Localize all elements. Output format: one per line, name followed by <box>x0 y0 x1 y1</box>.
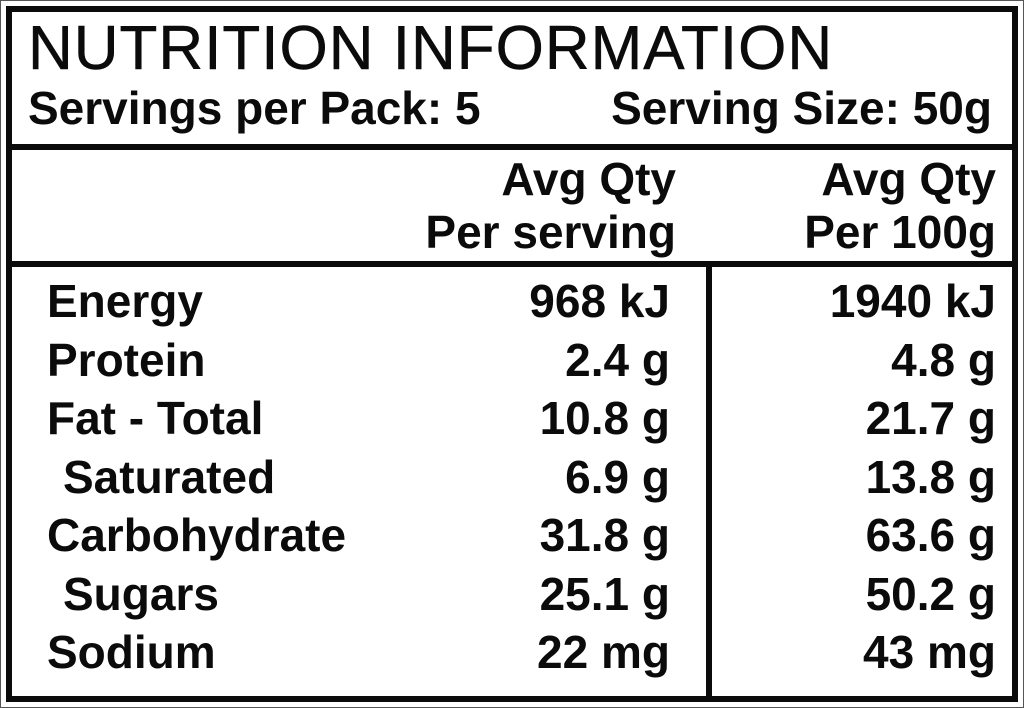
per-serving-header-line1: Avg Qty <box>501 153 676 205</box>
nutrient-row-per100g: 13.8 g <box>712 448 996 507</box>
nutrient-name: Protein <box>47 333 206 386</box>
per-100g-header-line1: Avg Qty <box>821 153 996 205</box>
per-serving-value: 22 mg <box>537 626 670 678</box>
per-serving-value: 2.4 g <box>565 333 670 386</box>
nutrient-row-per100g: 43 mg <box>712 623 996 682</box>
per-100g-value: 4.8 g <box>891 333 996 386</box>
per-100g-column: 1940 kJ 4.8 g 21.7 g 13.8 g 63.6 g 50.2 … <box>712 267 1012 696</box>
nutrient-row: Carbohydrate 31.8 g <box>47 506 670 565</box>
per-serving-value: 25.1 g <box>539 567 670 620</box>
nutrient-name: Fat - Total <box>47 392 264 444</box>
per-100g-header: Avg Qty Per 100g <box>712 153 1012 261</box>
nutrient-row: Sugars 25.1 g <box>47 565 670 624</box>
per-100g-value: 21.7 g <box>865 392 996 444</box>
nutrient-name: Carbohydrate <box>47 509 347 561</box>
nutrient-name: Sodium <box>47 626 216 678</box>
per-serving-value: 10.8 g <box>539 392 670 444</box>
per-100g-header-line2: Per 100g <box>804 206 996 258</box>
nutrient-row-per100g: 50.2 g <box>712 565 996 624</box>
per-serving-value: 31.8 g <box>539 509 670 561</box>
per-serving-header: Avg Qty Per serving <box>12 153 712 261</box>
nutrient-row-per100g: 63.6 g <box>712 506 996 565</box>
nutrient-row: Protein 2.4 g <box>47 331 670 390</box>
title-section: NUTRITION INFORMATION Servings per Pack:… <box>12 12 1012 150</box>
nutrient-row: Energy 968 kJ <box>47 272 670 331</box>
servings-per-pack: Servings per Pack: 5 <box>28 82 481 134</box>
nutrient-table-body: Energy 968 kJ Protein 2.4 g Fat - Total … <box>12 267 1012 696</box>
nutrient-row: Fat - Total 10.8 g <box>47 389 670 448</box>
per-100g-value: 50.2 g <box>865 567 996 620</box>
nutrient-row: Sodium 22 mg <box>47 623 670 682</box>
nutrient-name: Saturated <box>63 450 276 503</box>
column-header-section: Avg Qty Per serving Avg Qty Per 100g <box>12 150 1012 267</box>
per-100g-value: 1940 kJ <box>829 275 996 327</box>
serving-size: Serving Size: 50g <box>611 82 992 134</box>
nutrient-row: Saturated 6.9 g <box>47 448 670 507</box>
nutrient-row-per100g: 1940 kJ <box>712 272 996 331</box>
per-100g-value: 43 mg <box>863 626 996 678</box>
per-100g-value: 63.6 g <box>865 509 996 561</box>
nutrition-panel: NUTRITION INFORMATION Servings per Pack:… <box>6 6 1018 702</box>
nutrient-name: Sugars <box>63 567 219 620</box>
servings-row: Servings per Pack: 5 Serving Size: 50g <box>28 84 992 132</box>
per-serving-value: 6.9 g <box>565 450 670 503</box>
per-100g-value: 13.8 g <box>865 450 996 503</box>
nutrient-row-per100g: 4.8 g <box>712 331 996 390</box>
per-serving-value: 968 kJ <box>529 275 670 327</box>
nutrient-name: Energy <box>47 275 203 327</box>
per-serving-header-line2: Per serving <box>425 206 676 258</box>
panel-title: NUTRITION INFORMATION <box>28 14 834 83</box>
per-serving-column: Energy 968 kJ Protein 2.4 g Fat - Total … <box>12 267 712 696</box>
nutrient-row-per100g: 21.7 g <box>712 389 996 448</box>
